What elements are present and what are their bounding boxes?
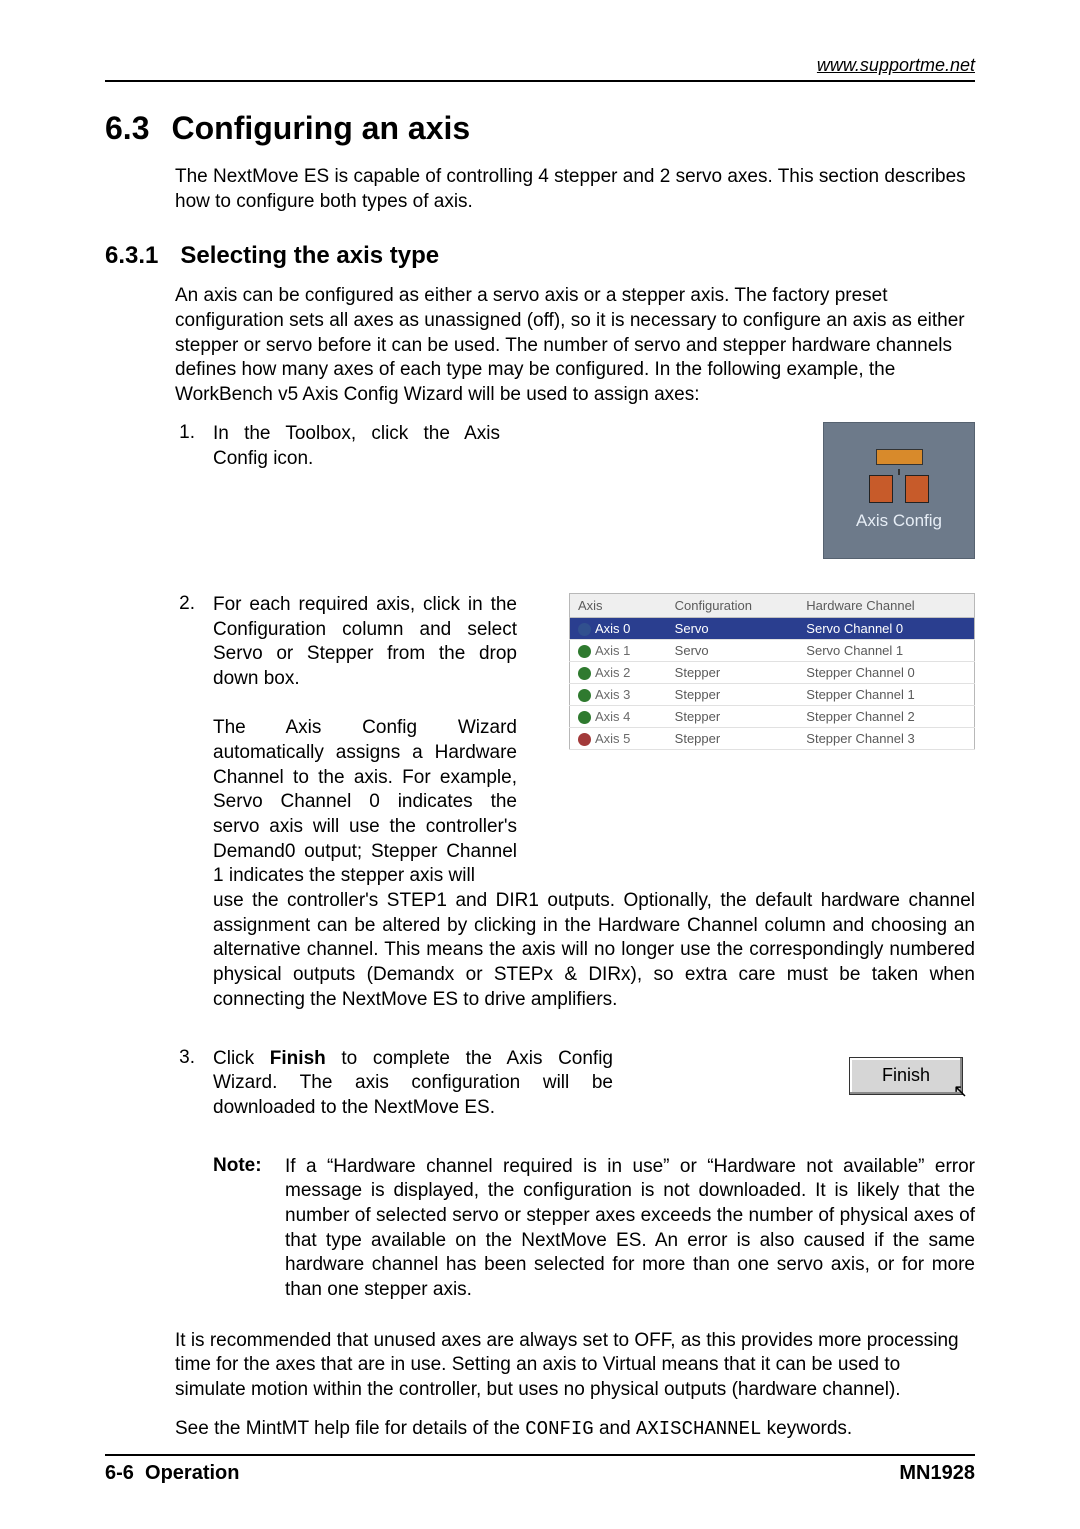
page-footer: 6-6 Operation MN1928 — [105, 1454, 975, 1485]
hardware-channel-cell[interactable]: Servo Channel 1 — [798, 639, 974, 661]
keyword-config: CONFIG — [525, 1418, 593, 1440]
header-url: www.supportme.net — [105, 55, 975, 82]
subsection-title: Selecting the axis type — [180, 242, 439, 269]
cursor-icon: ↖ — [953, 1081, 968, 1102]
col-axis[interactable]: Axis — [570, 593, 667, 617]
hardware-channel-cell[interactable]: Stepper Channel 1 — [798, 684, 974, 706]
table-row[interactable]: Axis 2 StepperStepper Channel 0 — [570, 661, 975, 683]
config-cell[interactable]: Servo — [667, 617, 799, 639]
table-header-row: Axis Configuration Hardware Channel — [570, 593, 975, 617]
hardware-channel-cell[interactable]: Servo Channel 0 — [798, 617, 974, 639]
gear-icon — [578, 645, 591, 658]
gear-icon — [578, 623, 591, 636]
axis-cell: Axis 3 — [595, 687, 630, 702]
subsection-intro: An axis can be configured as either a se… — [175, 284, 975, 407]
col-configuration[interactable]: Configuration — [667, 593, 799, 617]
config-cell[interactable]: Stepper — [667, 728, 799, 750]
section-heading: 6.3 Configuring an axis — [105, 110, 975, 147]
hardware-channel-cell[interactable]: Stepper Channel 3 — [798, 728, 974, 750]
step-3: 3. Click Finish to complete the Axis Con… — [175, 1047, 975, 1121]
step-2-text-a: For each required axis, click in the Con… — [213, 594, 517, 689]
config-cell[interactable]: Servo — [667, 639, 799, 661]
footer-section-name: Operation — [145, 1462, 239, 1484]
footer-page-num: 6-6 — [105, 1462, 134, 1484]
finish-button[interactable]: Finish ↖ — [849, 1057, 963, 1095]
table-row[interactable]: Axis 4 StepperStepper Channel 2 — [570, 706, 975, 728]
step-1-number: 1. — [175, 422, 195, 444]
section-intro: The NextMove ES is capable of controllin… — [175, 165, 975, 214]
step-2: 2. For each required axis, click in the … — [175, 593, 975, 1013]
step-1-text: In the Toolbox, click the Axis Config ic… — [213, 422, 500, 471]
axis-config-wizard-table: Axis Configuration Hardware Channel Axis… — [569, 593, 975, 750]
axis-cell: Axis 0 — [595, 621, 630, 636]
table-row[interactable]: Axis 1 ServoServo Channel 1 — [570, 639, 975, 661]
table-row[interactable]: Axis 0 ServoServo Channel 0 — [570, 617, 975, 639]
note-block: Note: If a “Hardware channel required is… — [213, 1155, 975, 1303]
note-label: Note: — [213, 1155, 275, 1303]
gear-icon — [578, 733, 591, 746]
section-number: 6.3 — [105, 110, 149, 147]
step-1: 1. In the Toolbox, click the Axis Config… — [175, 422, 975, 559]
col-hardware-channel[interactable]: Hardware Channel — [798, 593, 974, 617]
axis-config-icon[interactable]: Axis Config — [823, 422, 975, 559]
subsection-heading: 6.3.1 Selecting the axis type — [105, 242, 975, 270]
step-2-continuation: use the controller's STEP1 and DIR1 outp… — [213, 889, 975, 1012]
config-cell[interactable]: Stepper — [667, 706, 799, 728]
finish-button-label: Finish — [882, 1065, 930, 1086]
gear-icon — [578, 689, 591, 702]
footer-doc-id: MN1928 — [899, 1462, 975, 1485]
section-title: Configuring an axis — [171, 110, 470, 146]
document-page: www.supportme.net 6.3 Configuring an axis… — [0, 0, 1080, 1529]
toolbox-graphic-icon — [876, 449, 923, 465]
axis-cell: Axis 5 — [595, 731, 630, 746]
subsection-number: 6.3.1 — [105, 242, 158, 270]
step-2-number: 2. — [175, 593, 195, 615]
hardware-channel-cell[interactable]: Stepper Channel 0 — [798, 661, 974, 683]
keyword-axischannel: AXISCHANNEL — [636, 1418, 761, 1440]
table-row[interactable]: Axis 3 StepperStepper Channel 1 — [570, 684, 975, 706]
config-cell[interactable]: Stepper — [667, 661, 799, 683]
tail-p2: See the MintMT help file for details of … — [175, 1417, 975, 1442]
step-2-text-b: The Axis Config Wizard automatically ass… — [213, 717, 517, 886]
axis-cell: Axis 2 — [595, 665, 630, 680]
tail-p1: It is recommended that unused axes are a… — [175, 1329, 975, 1403]
gear-icon — [578, 711, 591, 724]
axis-cell: Axis 4 — [595, 709, 630, 724]
table-row[interactable]: Axis 5 StepperStepper Channel 3 — [570, 728, 975, 750]
axis-config-label: Axis Config — [856, 511, 942, 531]
hardware-channel-cell[interactable]: Stepper Channel 2 — [798, 706, 974, 728]
step-3-number: 3. — [175, 1047, 195, 1121]
step-3-text: Click Finish to complete the Axis Config… — [213, 1047, 613, 1121]
note-body: If a “Hardware channel required is in us… — [285, 1155, 975, 1303]
gear-icon — [578, 667, 591, 680]
config-cell[interactable]: Stepper — [667, 684, 799, 706]
axis-cell: Axis 1 — [595, 643, 630, 658]
